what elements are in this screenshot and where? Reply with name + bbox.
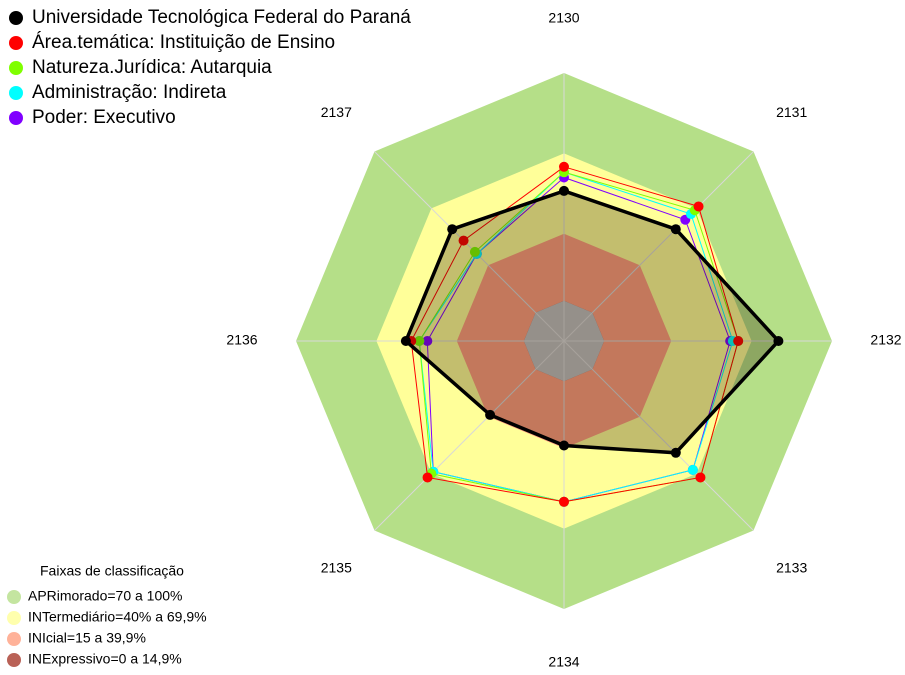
legend-label: Poder: Executivo [32,107,176,128]
axis-label: 2137 [321,104,352,120]
series-point [447,224,458,235]
series-point [485,409,496,420]
axis-label: 2136 [226,332,257,348]
axis-label: 2135 [321,559,352,575]
spoke [563,340,754,531]
series-point [773,336,784,346]
series-point [559,496,569,507]
spoke [563,151,754,342]
series-point [693,201,704,212]
legend-label: Administração: Indireta [32,82,227,103]
legend-label: Área.temática: Instituição de Ensino [32,32,335,53]
series-point [458,235,469,246]
series-point [422,336,433,346]
band-legend-marker [7,590,21,604]
spoke [374,151,565,342]
series-point [687,464,698,475]
legend-marker [9,111,23,125]
series-point [695,472,706,483]
axis-label: 2130 [548,10,579,26]
series-point [422,472,433,483]
series-point [400,336,411,346]
series-point [670,224,681,235]
legend-marker [9,61,23,75]
axis-label: 2131 [776,104,807,120]
series-point [559,440,569,451]
band-legend-label: INIcial=15 a 39,9% [28,630,146,646]
spoke [374,340,565,531]
band-legend-marker [7,611,21,625]
series-point [559,185,569,196]
axis-label: 2132 [870,332,901,348]
band-legend-label: INExpressivo=0 a 14,9% [28,651,182,667]
legend-marker [9,36,23,50]
bands-title: Faixas de classificação [40,563,184,579]
axis-label: 2133 [776,559,807,575]
series-point [559,161,569,172]
legend-label: Universidade Tecnológica Federal do Para… [32,7,411,28]
legend-marker [9,86,23,100]
band-legend-label: INTermediário=40% a 69,9% [28,609,207,625]
band-legend-marker [7,653,21,667]
band-legend-label: APRimorado=70 a 100% [28,588,183,604]
series-point [733,336,744,346]
series-point [670,447,681,458]
series-point [414,336,425,346]
series-point [469,246,480,257]
legend-label: Natureza.Jurídica: Autarquia [32,57,272,78]
legend-marker [9,11,23,25]
axis-label: 2134 [548,654,579,670]
band-legend-marker [7,632,21,646]
